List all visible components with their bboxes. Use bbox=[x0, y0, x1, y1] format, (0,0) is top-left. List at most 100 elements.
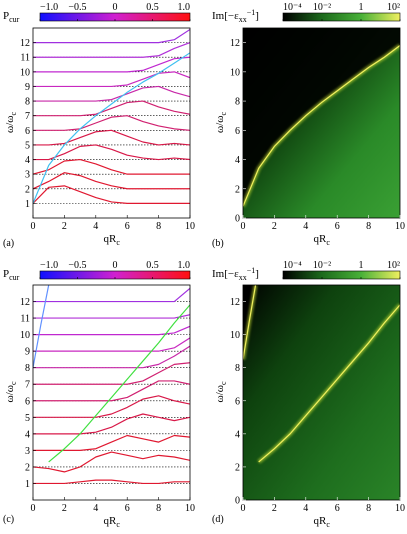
y-tick-label: 1 bbox=[25, 479, 30, 490]
curve bbox=[33, 287, 190, 303]
x-axis-label: qRc bbox=[314, 233, 331, 247]
y-tick-label: 12 bbox=[20, 297, 30, 308]
x-axis-label: qRc bbox=[104, 515, 121, 529]
label-part: qR bbox=[314, 515, 328, 527]
plot-area bbox=[243, 28, 400, 218]
y-tick-label: 8 bbox=[235, 363, 240, 374]
x-tick-label: 4 bbox=[93, 503, 98, 514]
label-part: ] bbox=[255, 268, 259, 280]
curve bbox=[33, 325, 190, 336]
label-part: xx bbox=[239, 15, 247, 24]
y-tick-label: 4 bbox=[235, 429, 240, 440]
label-part: c bbox=[219, 111, 228, 115]
x-tick-label: 2 bbox=[62, 503, 67, 514]
panel-label: (d) bbox=[212, 514, 224, 525]
label-part: ω/ω bbox=[4, 115, 16, 133]
curve bbox=[48, 304, 190, 463]
label-part: qR bbox=[104, 233, 118, 245]
y-tick-label: 7 bbox=[25, 111, 30, 122]
x-tick-label: 10 bbox=[185, 221, 195, 232]
x-tick-label: 4 bbox=[93, 221, 98, 232]
colorbar-tick-label: 0.5 bbox=[146, 260, 159, 271]
colorbar-tick-label: 1 bbox=[359, 260, 364, 271]
label-part: P bbox=[3, 268, 9, 280]
colorbar-label: Im[−εxx−1] bbox=[212, 266, 259, 282]
y-tick-label: 12 bbox=[230, 297, 240, 308]
y-axis-label: ω/ωc bbox=[4, 381, 18, 403]
label-part: c bbox=[326, 238, 330, 247]
panel-label: (b) bbox=[212, 238, 224, 249]
colorbar-label: Pcur bbox=[3, 10, 20, 24]
x-tick-label: 6 bbox=[125, 503, 130, 514]
colorbar bbox=[282, 270, 401, 280]
x-tick-label: 10 bbox=[395, 503, 405, 514]
label-part: ω/ω bbox=[4, 385, 16, 403]
y-tick-label: 10 bbox=[230, 67, 240, 78]
curve bbox=[33, 129, 190, 146]
x-tick-label: 6 bbox=[335, 221, 340, 232]
plot-area bbox=[33, 28, 190, 204]
curve bbox=[33, 413, 190, 435]
x-axis-label: qRc bbox=[104, 233, 121, 247]
x-tick-label: 8 bbox=[366, 221, 371, 232]
x-tick-label: 4 bbox=[303, 503, 308, 514]
y-tick-label: 7 bbox=[25, 380, 30, 391]
label-part: P bbox=[3, 10, 9, 22]
y-tick-label: 2 bbox=[25, 184, 30, 195]
plot-area bbox=[243, 285, 400, 500]
colorbar-tick-label: 0 bbox=[113, 260, 118, 271]
y-tick-label: 6 bbox=[25, 396, 30, 407]
x-tick-label: 2 bbox=[272, 503, 277, 514]
x-tick-label: 6 bbox=[335, 503, 340, 514]
curve bbox=[33, 71, 190, 88]
y-tick-label: 0 bbox=[235, 496, 240, 507]
curve bbox=[33, 380, 190, 402]
panel-label: (c) bbox=[3, 514, 14, 525]
plot-frame bbox=[242, 27, 401, 219]
colorbar-tick-label: 10⁻² bbox=[313, 2, 331, 13]
x-tick-label: 2 bbox=[272, 221, 277, 232]
colorbar-tick-label: 1 bbox=[359, 2, 364, 13]
colorbar-tick-label: 0 bbox=[113, 2, 118, 13]
curve bbox=[33, 172, 190, 190]
curve bbox=[33, 85, 190, 102]
x-tick-label: 6 bbox=[125, 221, 130, 232]
label-part: −1 bbox=[247, 8, 256, 17]
panel-label: (a) bbox=[3, 238, 14, 249]
y-tick-label: 1 bbox=[25, 199, 30, 210]
colorbar bbox=[282, 12, 401, 22]
curve bbox=[33, 337, 190, 352]
label-part: qR bbox=[104, 515, 118, 527]
y-tick-label: 4 bbox=[235, 155, 240, 166]
colorbar-tick-label: −0.5 bbox=[68, 260, 86, 271]
y-tick-label: 4 bbox=[25, 429, 30, 440]
y-tick-label: 10 bbox=[20, 330, 30, 341]
x-axis-label: qRc bbox=[314, 515, 331, 529]
y-tick-label: 0 bbox=[235, 214, 240, 225]
ridge bbox=[243, 285, 257, 360]
y-tick-label: 5 bbox=[25, 140, 30, 151]
label-part: c bbox=[9, 111, 18, 115]
curve bbox=[33, 479, 190, 485]
y-tick-label: 12 bbox=[230, 38, 240, 49]
label-part: Im[−ε bbox=[212, 10, 239, 22]
x-tick-label: 0 bbox=[241, 221, 246, 232]
colorbar-tick-label: 10⁻⁴ bbox=[283, 260, 302, 271]
ridge bbox=[243, 45, 400, 207]
label-part: ] bbox=[255, 10, 259, 22]
colorbar-tick-label: 10⁻⁴ bbox=[283, 2, 302, 13]
y-tick-label: 2 bbox=[235, 184, 240, 195]
y-tick-label: 9 bbox=[25, 347, 30, 358]
x-tick-label: 0 bbox=[31, 503, 36, 514]
y-axis-label: ω/ωc bbox=[214, 111, 228, 133]
curve bbox=[33, 56, 190, 73]
y-axis-label: ω/ωc bbox=[4, 111, 18, 133]
label-part: ω/ω bbox=[214, 115, 226, 133]
label-part: qR bbox=[314, 233, 328, 245]
y-tick-label: 5 bbox=[25, 413, 30, 424]
colorbar-tick-label: −0.5 bbox=[68, 2, 86, 13]
y-axis-label: ω/ωc bbox=[214, 381, 228, 403]
y-tick-label: 3 bbox=[25, 170, 30, 181]
y-tick-label: 10 bbox=[230, 330, 240, 341]
